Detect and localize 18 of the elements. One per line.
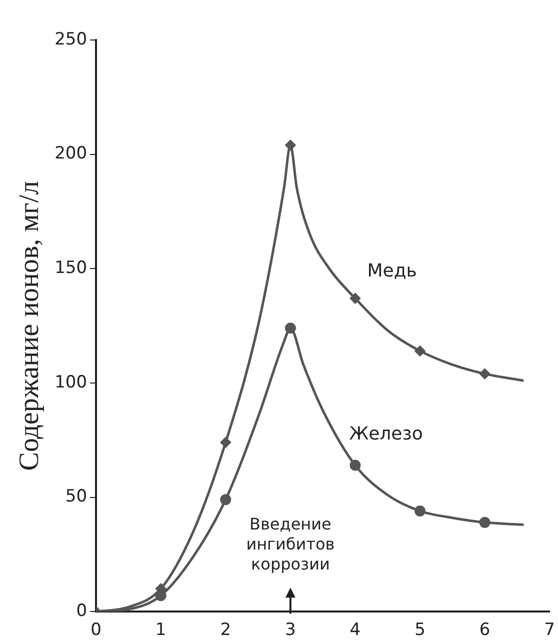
x-tick-label: 3 [285, 620, 296, 640]
x-tick-label: 6 [479, 620, 490, 640]
y-tick-label: 250 [54, 29, 88, 50]
x-tick-label: 4 [350, 620, 361, 640]
annotation: Введение ингибитов коррозии [246, 514, 335, 574]
y-tick-label: 150 [54, 258, 88, 278]
x-tick-label: 0 [90, 620, 102, 640]
y-tick-label: 0 [76, 601, 88, 622]
y-tick-label: 100 [54, 372, 88, 392]
y-axis-title: Содержание ионов, мг/л [14, 180, 46, 471]
y-tick-label: 50 [65, 486, 88, 507]
y-tick-label: 200 [54, 144, 88, 164]
series-label: Медь [367, 260, 417, 282]
x-tick-label: 2 [220, 620, 232, 640]
x-tick-label: 1 [155, 620, 166, 640]
x-tick-label: 7 [544, 620, 556, 640]
x-tick-label: 5 [414, 620, 426, 640]
series-label: Железо [349, 423, 423, 444]
